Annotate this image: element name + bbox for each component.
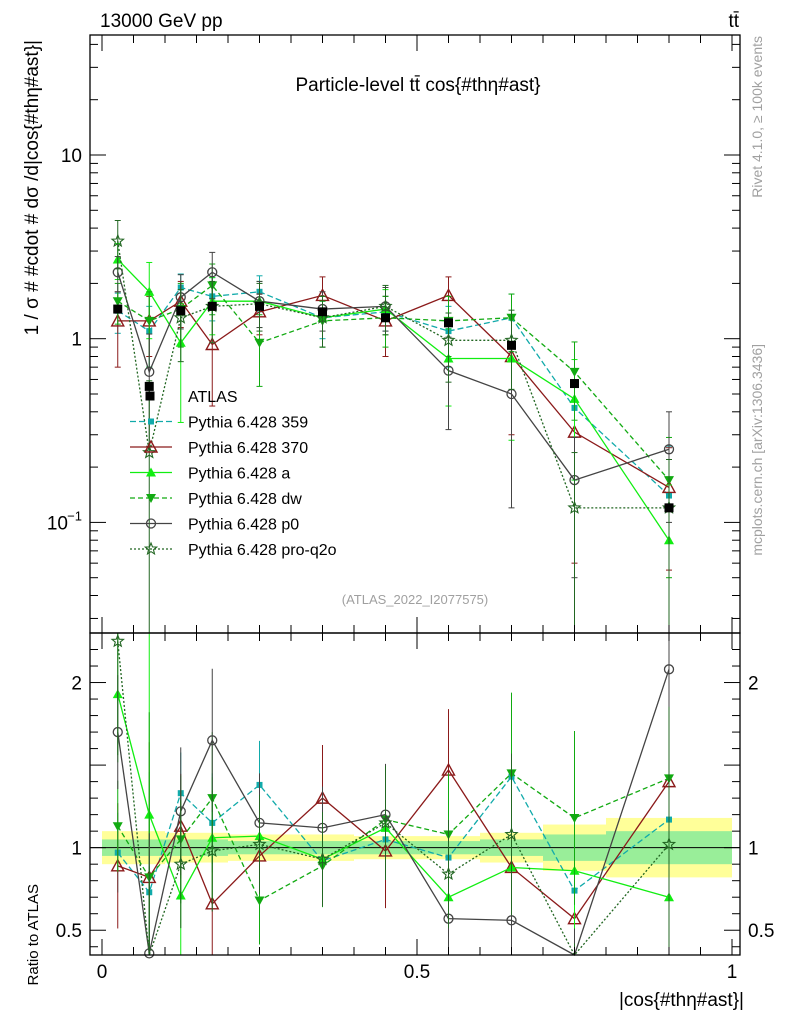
atlas-data-point bbox=[318, 307, 327, 317]
header-right: tt̄ bbox=[728, 11, 739, 32]
ratio-point-pq2o bbox=[504, 826, 519, 841]
legend-marker-pdw bbox=[146, 494, 156, 503]
legend: ATLAS Pythia 6.428 359 Pythia 6.428 370 Pyt… bbox=[130, 389, 337, 559]
frame-layer bbox=[89, 34, 741, 956]
ratio-point-pq2o bbox=[252, 836, 267, 851]
legend-marker-pp0 bbox=[145, 518, 157, 529]
x-tick-label: 0.5 bbox=[404, 962, 430, 983]
point-pp0 bbox=[144, 366, 155, 377]
ratio-point-pq2o bbox=[441, 866, 456, 881]
point-pdw bbox=[254, 338, 265, 348]
ratio-tick-label: 2 bbox=[71, 674, 82, 695]
ratio-point-pp0 bbox=[506, 915, 517, 926]
ratio-point-pdw bbox=[254, 896, 265, 906]
point-pdw bbox=[569, 367, 580, 377]
series-pa bbox=[112, 242, 674, 634]
ratio-point-pdw bbox=[112, 822, 123, 832]
header-left: 13000 GeV pp bbox=[100, 11, 223, 32]
legend-label-pa: Pythia 6.428 a bbox=[188, 466, 290, 483]
ratio-tick-label: 1 bbox=[71, 839, 82, 860]
ratio-tick-label: 0.5 bbox=[56, 921, 82, 942]
ratio-point-pq2o bbox=[661, 836, 677, 851]
legend-marker-atlas bbox=[145, 391, 155, 401]
atlas-data-point bbox=[664, 503, 674, 513]
series-layer bbox=[110, 219, 677, 959]
y-tick-exponent: −1 bbox=[67, 508, 82, 523]
ratio-series-pp0 bbox=[112, 633, 675, 959]
point-pdw bbox=[112, 297, 123, 307]
side-label-rivet: Rivet 4.1.0, ≥ 100k events bbox=[749, 36, 765, 198]
ratio-point-pq2o bbox=[315, 851, 330, 866]
ratio-line-p359 bbox=[117, 775, 670, 894]
ratio-point-pp0 bbox=[207, 735, 218, 746]
x-axis-label: |cos{#thη#ast}| bbox=[619, 990, 744, 1011]
ratio-tick-label-right: 0.5 bbox=[748, 921, 774, 942]
atlas-data-point bbox=[381, 313, 390, 323]
atlas-data-point bbox=[207, 301, 217, 311]
point-pq2o bbox=[173, 310, 188, 324]
y-tick-label: 1 bbox=[71, 330, 82, 351]
point-pq2o bbox=[378, 298, 393, 313]
ratio-y-axis-label: Ratio to ATLAS bbox=[25, 884, 42, 985]
point-p370 bbox=[205, 337, 220, 351]
ratio-point-pq2o bbox=[173, 856, 188, 871]
ratio-point-pq2o bbox=[205, 843, 220, 858]
y-tick-label: 10 bbox=[61, 146, 82, 167]
point-pp0 bbox=[207, 267, 218, 278]
ratio-tick-label-right: 1 bbox=[748, 839, 759, 860]
legend-label-p370: Pythia 6.428 370 bbox=[188, 440, 308, 457]
atlas-data-point bbox=[113, 304, 123, 314]
point-pq2o bbox=[142, 445, 157, 459]
x-tick-label: 0 bbox=[97, 962, 108, 983]
atlas-data-point bbox=[444, 318, 453, 328]
legend-marker-p359 bbox=[148, 418, 154, 425]
legend-label-pp0: Pythia 6.428 p0 bbox=[188, 517, 299, 534]
point-pq2o bbox=[567, 500, 582, 514]
point-pdw bbox=[144, 316, 155, 326]
y-axis-label: 1 / σ # #cdot # dσ /d|cos{#thη#ast}| bbox=[22, 40, 43, 335]
legend-marker-pq2o bbox=[143, 541, 159, 556]
point-pq2o bbox=[441, 332, 456, 347]
series-atlas-data bbox=[113, 301, 674, 513]
y-tick-label: 10 bbox=[47, 513, 68, 534]
legend-marker-pa bbox=[146, 467, 156, 477]
ratio-series-pq2o bbox=[110, 633, 677, 957]
legend-label-pdw: Pythia 6.428 dw bbox=[188, 491, 302, 508]
atlas-data-point bbox=[176, 306, 186, 316]
legend-label-p359: Pythia 6.428 359 bbox=[188, 415, 308, 432]
legend-label-pq2o: Pythia 6.428 pro-q2o bbox=[188, 542, 337, 559]
ratio-point-pq2o bbox=[378, 815, 393, 830]
ratio-point-pp0 bbox=[663, 664, 675, 675]
ratio-series-p359 bbox=[114, 654, 672, 955]
watermark: (ATLAS_2022_I2077575) bbox=[342, 592, 488, 607]
ratio-plot-frame bbox=[89, 632, 741, 956]
atlas-data-point bbox=[570, 379, 579, 389]
point-pp0 bbox=[663, 444, 675, 455]
point-pq2o bbox=[110, 233, 125, 248]
ratio-tick-label-right: 2 bbox=[748, 674, 759, 695]
ratio-point-pq2o bbox=[110, 633, 125, 648]
ratio-line-pq2o bbox=[117, 641, 670, 957]
atlas-data-point bbox=[255, 301, 264, 311]
ratio-point-pdw bbox=[569, 813, 580, 823]
atlas-data-point bbox=[144, 381, 154, 391]
side-label-mcplots: mcplots.cern.ch [arXiv:1306.3436] bbox=[749, 344, 765, 556]
legend-label-atlas: ATLAS bbox=[188, 389, 238, 406]
legend-marker-p370 bbox=[143, 439, 159, 453]
atlas-data-point bbox=[507, 340, 516, 350]
plot-title: Particle-level tt̄ cos{#thη#ast} bbox=[295, 75, 540, 96]
x-tick-label: 1 bbox=[727, 962, 738, 983]
point-p370 bbox=[110, 313, 125, 327]
